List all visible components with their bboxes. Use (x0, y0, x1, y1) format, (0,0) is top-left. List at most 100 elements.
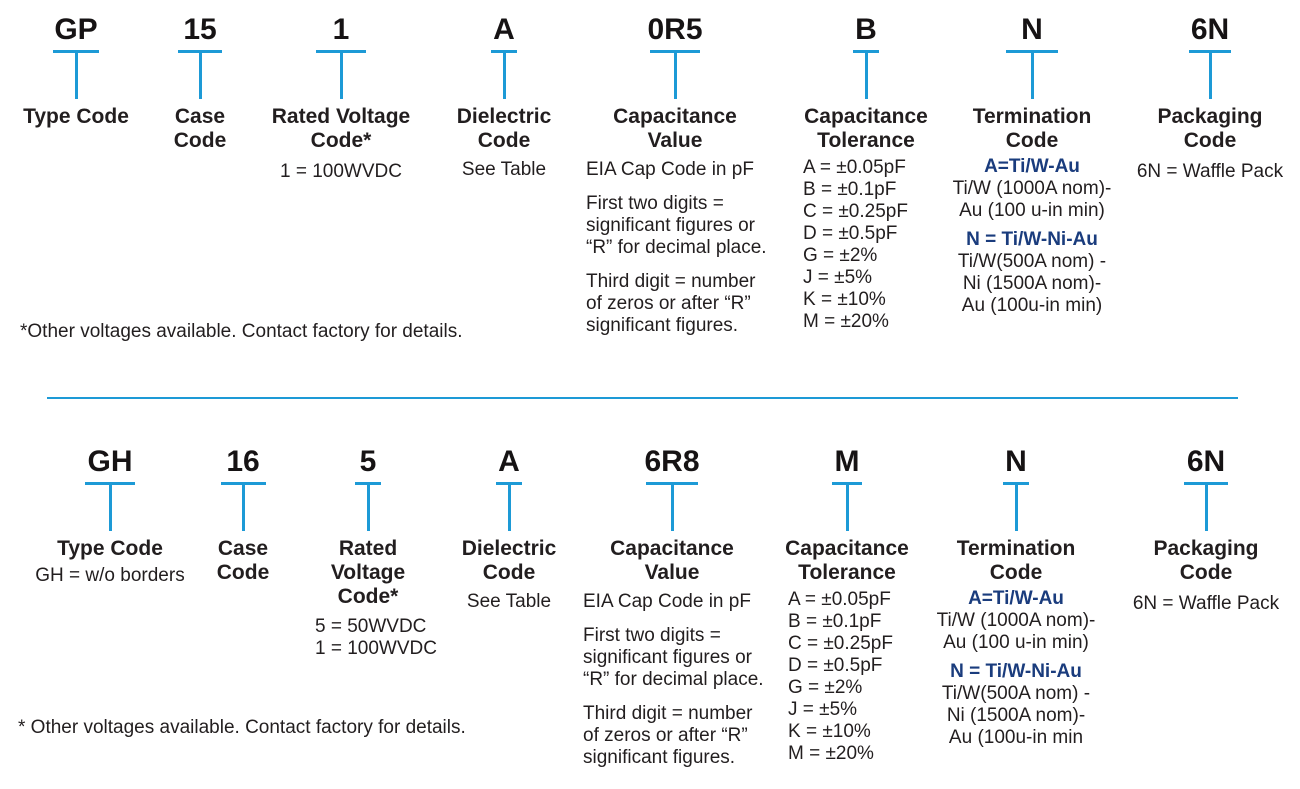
detail-block: EIA Cap Code in pF (557, 591, 787, 613)
column-header-capacitance: Capacitance Value (560, 105, 790, 153)
part-code-column-capacitance: 0R5 Capacitance Value EIA Cap Code in pF Fir… (560, 2, 790, 337)
detail-line: Au (100 u-in min) (943, 632, 1089, 653)
detail-block: 5 = 50WVDC 1 = 100WVDC (253, 616, 483, 660)
detail-block-lines: A = ±0.05pF B = ±0.1pF C = ±0.25pF D = ±0.5… (788, 589, 906, 765)
detail-line: 6N = Waffle Pack (1132, 593, 1280, 614)
part-code-column-case: 16 Case Code (128, 434, 358, 585)
detail-line: Third digit = number (586, 271, 756, 292)
detail-line: significant figures. (586, 315, 739, 336)
detail-block: 6N = Waffle Pack (1091, 593, 1300, 615)
column-header-tolerance: Capacitance Tolerance (732, 537, 962, 585)
column-header-line: Dielectric (461, 537, 557, 560)
column-header-line: Code (1183, 129, 1237, 152)
detail-block-lines: See Table (462, 159, 546, 181)
detail-line: Ti/W(500A nom) - (957, 251, 1107, 272)
connector-stem (1014, 485, 1018, 531)
detail-line: Au (100 u-in min) (959, 200, 1105, 221)
part-code-column-type: GH Type Code GH = w/o borders (0, 434, 225, 587)
part-code-column-packaging: 6N Packaging Code 6N = Waffle Pack (1095, 2, 1300, 183)
column-header-line: Case (217, 537, 269, 560)
part-code-column-voltage: 5 Rated Voltage Code* 5 = 50WVDC 1 = 100WVDC (253, 434, 483, 660)
connector-bar (220, 482, 266, 485)
part-code-column-type: GP Type Code (0, 2, 191, 129)
detail-line: K = ±10% (788, 721, 871, 742)
connector-bar (1003, 482, 1029, 485)
code-value-case: 15 (183, 13, 217, 46)
detail-block-lines: GH = w/o borders (35, 565, 184, 587)
detail-block: First two digits = significant figures or… (557, 625, 787, 691)
code-value-capacitance: 0R5 (647, 13, 703, 46)
detail-block: A = ±0.05pF B = ±0.1pF C = ±0.25pF D = ±0.5… (751, 157, 981, 333)
code-value-type: GP (54, 13, 98, 46)
detail-line: of zeros or after “R” (583, 725, 748, 746)
detail-line: significant figures. (583, 747, 736, 768)
column-header-line: Code (482, 561, 536, 584)
column-header-line: Rated Voltage (271, 105, 411, 128)
connector-bar (1189, 50, 1231, 53)
connector-stem (198, 53, 202, 99)
voltage-footnote-top: *Other voltages available. Contact facto… (20, 321, 463, 342)
column-header-line: Code (477, 129, 531, 152)
column-header-line: Code* (337, 585, 399, 608)
column-header-line: Code (989, 561, 1043, 584)
section-divider-line (47, 397, 1238, 399)
detail-line: “R” for decimal place. (583, 669, 764, 690)
column-header-line: Tolerance (798, 561, 896, 584)
detail-line: Ni (1500A nom)- (946, 705, 1086, 726)
connector-bar (85, 482, 135, 485)
column-header-packaging: Packaging Code (1091, 537, 1300, 585)
detail-block-lines: Third digit = number of zeros or after “R… (583, 703, 761, 769)
code-value-dielectric: A (493, 13, 515, 46)
detail-block-lines: First two digits = significant figures or… (586, 193, 767, 259)
connector-bar (491, 50, 517, 53)
part-code-column-termination: N Termination Code A=Ti/W-Au Ti/W (1000A nom… (901, 434, 1131, 749)
detail-line: G = ±2% (803, 245, 878, 266)
detail-line: G = ±2% (788, 677, 863, 698)
part-code-column-packaging: 6N Packaging Code 6N = Waffle Pack (1091, 434, 1300, 615)
column-header-line: Value (647, 129, 703, 152)
detail-block: First two digits = significant figures or… (560, 193, 790, 259)
detail-line: GH = w/o borders (35, 565, 185, 586)
column-header-termination: Termination Code (917, 105, 1147, 153)
detail-line: J = ±5% (803, 267, 873, 288)
detail-block-lines: See Table (467, 591, 551, 613)
code-value-capacitance: 6R8 (644, 445, 700, 478)
column-header-line: Code (1005, 129, 1059, 152)
detail-line: See Table (461, 159, 547, 180)
detail-line: M = ±20% (788, 743, 874, 764)
code-value-tolerance: M (834, 445, 860, 478)
detail-block-lines: 1 = 100WVDC (280, 161, 402, 183)
column-header-line: Packaging (1157, 105, 1263, 128)
column-header-case: Case Code (85, 105, 315, 153)
detail-line: B = ±0.1pF (803, 179, 897, 200)
column-header-line: Type Code (57, 537, 163, 560)
connector-stem (241, 485, 245, 531)
detail-line: A = ±0.05pF (788, 589, 891, 610)
column-header-termination: Termination Code (901, 537, 1131, 585)
code-value-voltage: 5 (359, 445, 377, 478)
detail-line: EIA Cap Code in pF (586, 159, 754, 180)
column-header-type: Type Code (0, 537, 225, 561)
detail-block: 1 = 100WVDC (226, 161, 456, 183)
detail-line: First two digits = (583, 625, 721, 646)
connector-bar (646, 482, 698, 485)
column-header-line: Code* (310, 129, 372, 152)
code-value-termination: N (1021, 13, 1043, 46)
detail-block: GH = w/o borders (0, 565, 225, 587)
connector-bar (178, 50, 222, 53)
detail-line: significant figures or (586, 215, 755, 236)
column-header-line: Rated (338, 537, 398, 560)
detail-line: N = Ti/W-Ni-Au (950, 661, 1082, 682)
part-code-column-tolerance: M Capacitance Tolerance A = ±0.05pF B = ±0.1… (732, 434, 962, 765)
connector-bar (355, 482, 381, 485)
detail-line: A=Ti/W-Au (984, 156, 1080, 177)
column-header-line: Code (173, 129, 227, 152)
detail-block: A = ±0.05pF B = ±0.1pF C = ±0.25pF D = ±0.5… (732, 589, 962, 765)
detail-line: J = ±5% (788, 699, 858, 720)
connector-bar (832, 482, 862, 485)
column-header-dielectric: Dielectric Code (389, 105, 619, 153)
code-value-packaging: 6N (1190, 13, 1230, 46)
voltage-footnote-bottom: * Other voltages available. Contact fact… (18, 717, 466, 738)
detail-block: See Table (389, 159, 619, 181)
connector-stem (339, 53, 343, 99)
